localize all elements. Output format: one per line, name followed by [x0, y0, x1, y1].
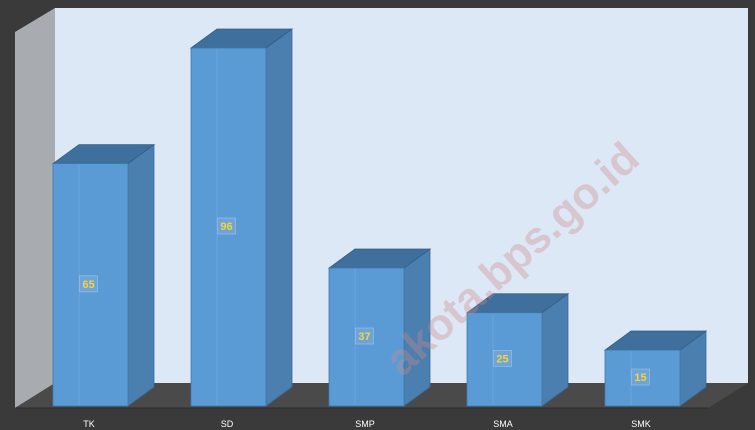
bar-side-face — [127, 143, 155, 407]
side-wall — [15, 8, 55, 408]
bar-sd — [189, 28, 294, 407]
value-label-box — [217, 217, 236, 235]
value-label-tk: 65 — [82, 279, 94, 291]
bar-side-face — [541, 292, 569, 407]
value-label-sd: 96 — [220, 221, 232, 233]
value-label-smk: 15 — [634, 372, 646, 384]
value-label-box — [493, 349, 512, 367]
value-label-box — [631, 368, 650, 386]
value-label-box — [355, 327, 374, 345]
labels-group: 65 TK 96 SD 37 SMP 25 SMA 15 SMK — [79, 217, 651, 429]
category-label-smp: SMP — [355, 419, 375, 429]
category-label-tk: TK — [83, 419, 95, 429]
value-label-smp: 37 — [358, 331, 370, 343]
bar-side-face — [265, 28, 293, 407]
category-label-sd: SD — [221, 419, 234, 429]
bar-tk — [51, 143, 156, 407]
value-label-box — [79, 275, 98, 293]
category-label-sma: SMA — [493, 419, 513, 429]
category-label-smk: SMK — [631, 419, 651, 429]
bar-smk — [603, 330, 708, 407]
value-label-sma: 25 — [496, 353, 508, 365]
